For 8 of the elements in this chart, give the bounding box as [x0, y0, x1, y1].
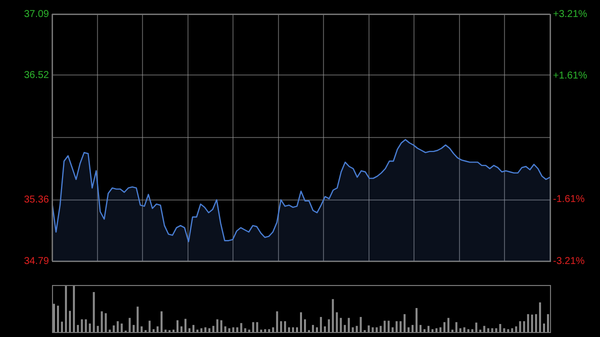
y-tick-label: 36.52 — [24, 70, 50, 81]
y-tick-label: 37.09 — [24, 8, 50, 20]
y2-tick-label: +3.21% — [553, 8, 588, 20]
y2-tick-label: -1.61% — [553, 194, 585, 206]
y-tick-label: 35.36 — [24, 194, 50, 206]
y-tick-label: 34.79 — [24, 256, 50, 267]
y2-tick-label: +1.61% — [553, 70, 588, 82]
y2-tick-label: -3.21% — [553, 256, 585, 267]
